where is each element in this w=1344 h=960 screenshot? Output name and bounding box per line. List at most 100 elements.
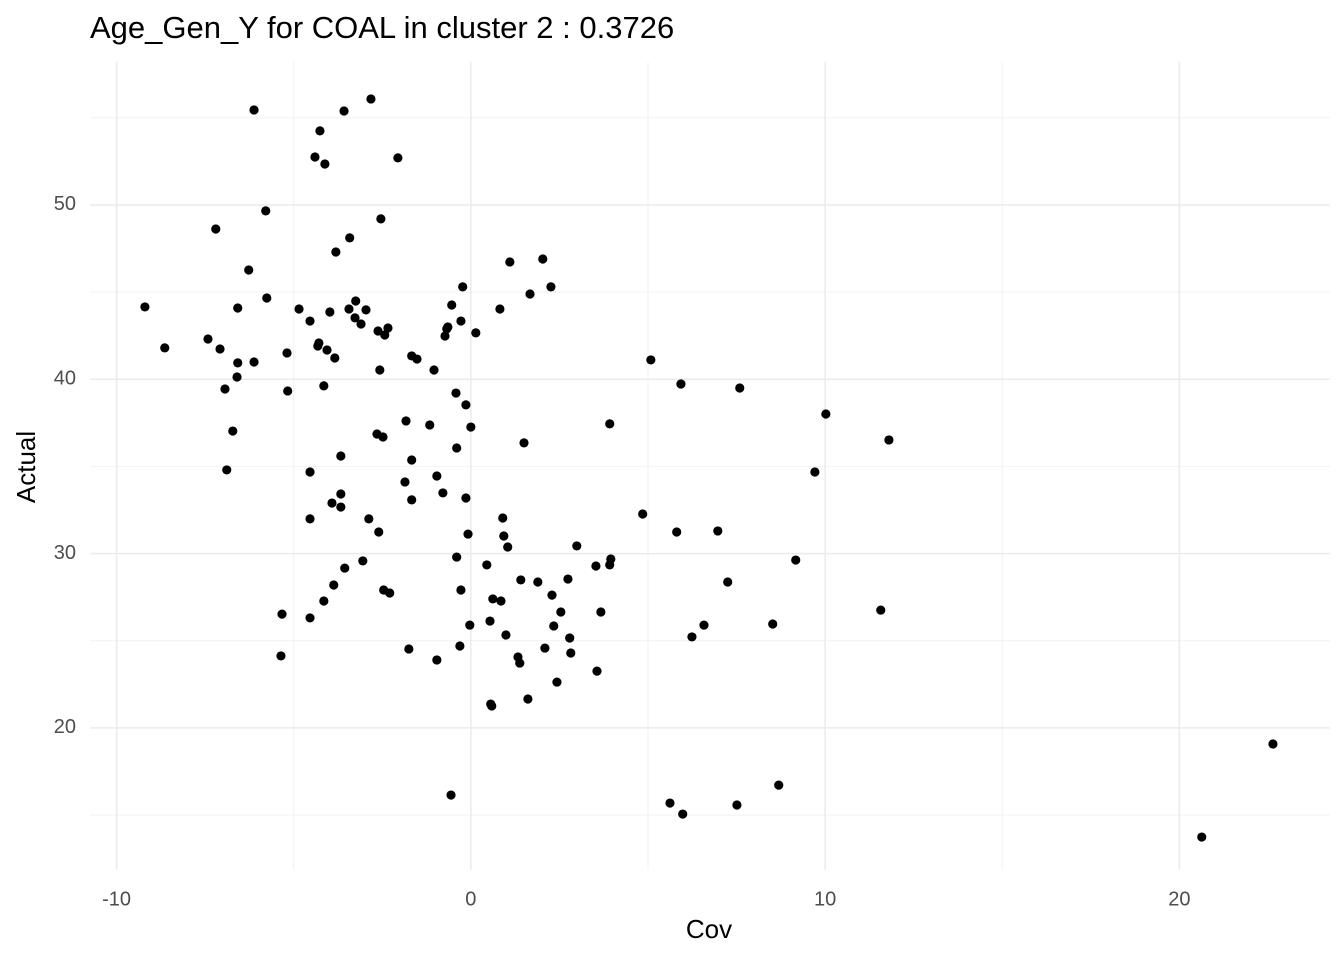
point (605, 419, 615, 429)
y-tick-label: 50 (54, 193, 76, 215)
point (566, 648, 576, 658)
point (565, 633, 575, 643)
point (358, 556, 368, 566)
point (215, 344, 225, 354)
point (466, 422, 476, 432)
point (344, 304, 354, 314)
point (325, 307, 335, 317)
point (305, 613, 315, 623)
point (768, 619, 778, 629)
point (723, 577, 733, 587)
point (425, 420, 435, 430)
point (687, 632, 697, 642)
point (404, 644, 414, 654)
point (699, 620, 709, 630)
point (310, 152, 320, 162)
point (140, 302, 150, 312)
point (329, 580, 339, 590)
point (499, 531, 509, 541)
point (340, 563, 350, 573)
point (646, 355, 656, 365)
point (455, 641, 465, 651)
point (461, 400, 471, 410)
y-tick-label: 20 (54, 716, 76, 738)
point (515, 658, 525, 668)
point (452, 552, 462, 562)
point (519, 438, 529, 448)
point (407, 455, 417, 465)
point (876, 605, 886, 615)
point (496, 596, 506, 606)
point (552, 677, 562, 687)
point (556, 607, 566, 617)
point (503, 542, 513, 552)
point (676, 379, 686, 389)
point (463, 529, 473, 539)
point (461, 493, 471, 503)
point (373, 326, 383, 336)
point (233, 303, 243, 313)
x-axis-title: Cov (686, 914, 732, 944)
x-tick-label: 10 (814, 888, 836, 910)
point (160, 343, 170, 353)
point (735, 383, 745, 393)
point (432, 471, 442, 481)
point (305, 316, 315, 326)
point (678, 809, 688, 819)
point (458, 282, 468, 292)
point (294, 304, 304, 314)
point (638, 509, 648, 519)
point (438, 488, 448, 498)
point (305, 514, 315, 524)
point (282, 348, 292, 358)
point (432, 655, 442, 665)
point (440, 331, 450, 341)
point (456, 585, 466, 595)
point (487, 701, 497, 711)
point (320, 159, 330, 169)
point (232, 372, 242, 382)
point (791, 555, 801, 565)
point (810, 467, 820, 477)
point (400, 477, 410, 487)
point (364, 514, 374, 524)
point (665, 798, 675, 808)
point (350, 313, 360, 323)
point (495, 304, 505, 314)
point (361, 305, 371, 315)
point (314, 338, 324, 348)
point (336, 489, 346, 499)
point (277, 609, 287, 619)
point (498, 513, 508, 523)
point (563, 574, 573, 584)
point (606, 554, 616, 564)
point (407, 495, 417, 505)
point (821, 409, 831, 419)
point (319, 381, 329, 391)
point (572, 541, 582, 551)
point (249, 105, 259, 115)
point (211, 224, 221, 234)
point (380, 330, 390, 340)
point (485, 616, 495, 626)
point (339, 106, 349, 116)
point (591, 561, 601, 571)
point (383, 323, 393, 333)
point (378, 432, 388, 442)
x-tick-label: 0 (465, 888, 476, 910)
point (262, 293, 272, 303)
point (351, 296, 361, 306)
point (452, 443, 462, 453)
x-tick-label: 20 (1168, 888, 1190, 910)
point (456, 316, 466, 326)
point (327, 498, 337, 508)
point (356, 319, 366, 329)
y-axis-title: Actual (11, 431, 41, 503)
point (366, 94, 376, 104)
point (330, 353, 340, 363)
point (429, 365, 439, 375)
point (283, 386, 293, 396)
point (228, 426, 238, 436)
point (451, 388, 461, 398)
